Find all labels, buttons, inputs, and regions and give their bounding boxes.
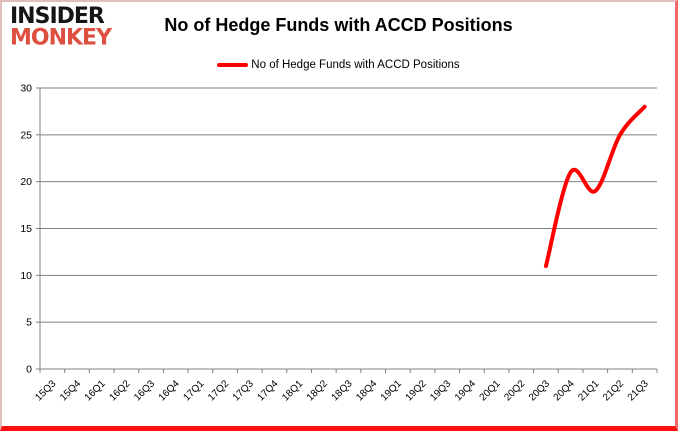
series-line bbox=[543, 104, 647, 268]
y-tick-label: 30 bbox=[20, 83, 32, 95]
chart-canvas: 0 5 10 15 20 25 30 15Q3 15Q4 16Q1 16Q2 16Q3 16Q4 17Q1… bbox=[20, 83, 658, 403]
x-tick-label: 21Q2 bbox=[601, 378, 626, 403]
x-tick-label: 21Q1 bbox=[576, 378, 601, 403]
x-tick-label: 16Q3 bbox=[132, 378, 157, 403]
logo-line-insider: INSIDER bbox=[10, 3, 105, 30]
x-tick-label: 19Q4 bbox=[453, 378, 478, 403]
chart-title: No of Hedge Funds with ACCD Positions bbox=[164, 15, 513, 35]
x-tick-label: 15Q3 bbox=[33, 378, 58, 403]
x-tick-label: 18Q3 bbox=[330, 378, 355, 403]
y-tick-label: 10 bbox=[20, 270, 32, 282]
x-tick-label: 16Q2 bbox=[107, 378, 132, 403]
y-tick-label: 20 bbox=[20, 176, 32, 188]
x-tick-label: 18Q2 bbox=[305, 378, 330, 403]
x-tick-label: 20Q1 bbox=[478, 378, 503, 403]
x-tick-label: 21Q3 bbox=[626, 378, 651, 403]
y-tick-label: 15 bbox=[20, 223, 32, 235]
x-tick-label: 20Q4 bbox=[552, 378, 577, 403]
x-tick-label: 20Q2 bbox=[502, 378, 527, 403]
legend-label: No of Hedge Funds with ACCD Positions bbox=[251, 59, 460, 71]
x-tick-label: 16Q1 bbox=[83, 378, 108, 403]
x-tick-label: 17Q2 bbox=[206, 378, 231, 403]
x-tick-label: 20Q3 bbox=[527, 378, 552, 403]
y-tick-label: 5 bbox=[26, 317, 32, 329]
chart-legend: No of Hedge Funds with ACCD Positions bbox=[2, 59, 675, 71]
logo-line-monkey: MONKEY bbox=[10, 24, 112, 51]
x-tick-label: 19Q1 bbox=[379, 378, 404, 403]
x-tick-label: 18Q1 bbox=[280, 378, 305, 403]
y-tick-label: 25 bbox=[20, 129, 32, 141]
insider-monkey-logo: INSIDER MONKEY bbox=[10, 3, 112, 51]
x-tick-label: 17Q3 bbox=[231, 378, 256, 403]
x-tick-label: 19Q2 bbox=[404, 378, 429, 403]
x-tick-label: 19Q3 bbox=[428, 378, 453, 403]
x-tick-label: 16Q4 bbox=[157, 378, 182, 403]
x-tick-label: 18Q4 bbox=[354, 378, 379, 403]
y-tick-label: 0 bbox=[26, 364, 32, 376]
x-tick-label: 17Q1 bbox=[181, 378, 206, 403]
legend-line-swatch bbox=[217, 63, 249, 67]
x-tick-label: 15Q4 bbox=[58, 378, 83, 403]
x-tick-label: 17Q4 bbox=[256, 378, 281, 403]
